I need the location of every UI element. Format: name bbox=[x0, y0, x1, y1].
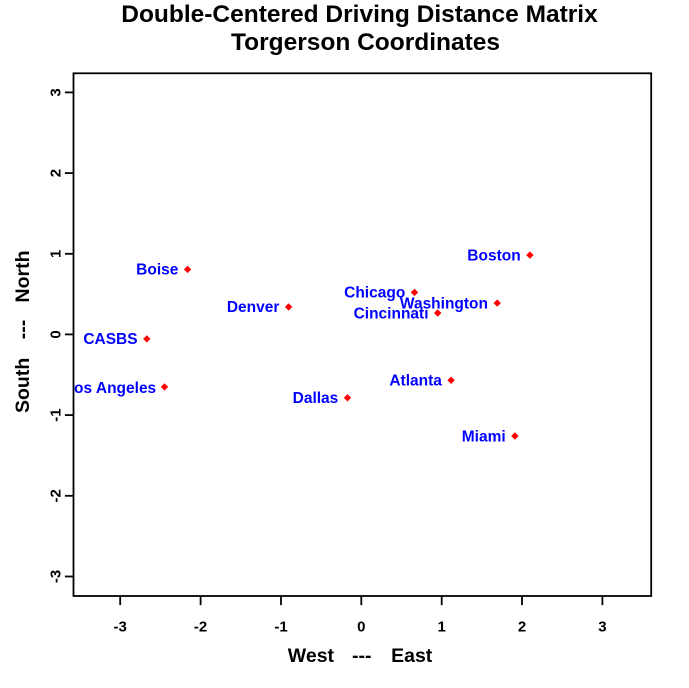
svg-text:Boise: Boise bbox=[136, 262, 179, 279]
svg-text:3: 3 bbox=[48, 88, 65, 96]
svg-text:Torgerson Coordinates: Torgerson Coordinates bbox=[231, 29, 500, 56]
svg-text:-2: -2 bbox=[48, 489, 65, 502]
svg-text:Los Angeles: Los Angeles bbox=[65, 380, 157, 397]
svg-text:1: 1 bbox=[48, 250, 65, 258]
svg-text:-2: -2 bbox=[194, 618, 207, 635]
svg-text:2: 2 bbox=[518, 618, 526, 635]
svg-text:-3: -3 bbox=[114, 618, 127, 635]
svg-text:Washington: Washington bbox=[400, 295, 488, 312]
svg-text:0: 0 bbox=[48, 330, 65, 338]
svg-text:---: --- bbox=[352, 645, 371, 667]
svg-text:West: West bbox=[288, 645, 335, 667]
svg-text:-3: -3 bbox=[48, 570, 65, 583]
svg-text:Double-Centered Driving Distan: Double-Centered Driving Distance Matrix bbox=[121, 1, 598, 28]
svg-text:Chicago: Chicago bbox=[344, 285, 405, 302]
svg-text:Miami: Miami bbox=[462, 428, 506, 445]
svg-text:CASBS: CASBS bbox=[83, 331, 137, 348]
svg-text:Boston: Boston bbox=[467, 247, 520, 264]
svg-text:-1: -1 bbox=[48, 408, 65, 421]
svg-text:Denver: Denver bbox=[227, 299, 280, 316]
svg-text:0: 0 bbox=[357, 618, 365, 635]
svg-text:East: East bbox=[391, 645, 433, 667]
svg-text:Atlanta: Atlanta bbox=[389, 373, 442, 390]
svg-text:Cincinnati: Cincinnati bbox=[354, 305, 429, 322]
svg-text:Dallas: Dallas bbox=[293, 390, 339, 407]
svg-text:1: 1 bbox=[438, 618, 446, 635]
svg-text:3: 3 bbox=[598, 618, 606, 635]
svg-text:-1: -1 bbox=[274, 618, 287, 635]
svg-text:South---North: South---North bbox=[12, 251, 34, 414]
svg-text:2: 2 bbox=[48, 169, 65, 177]
